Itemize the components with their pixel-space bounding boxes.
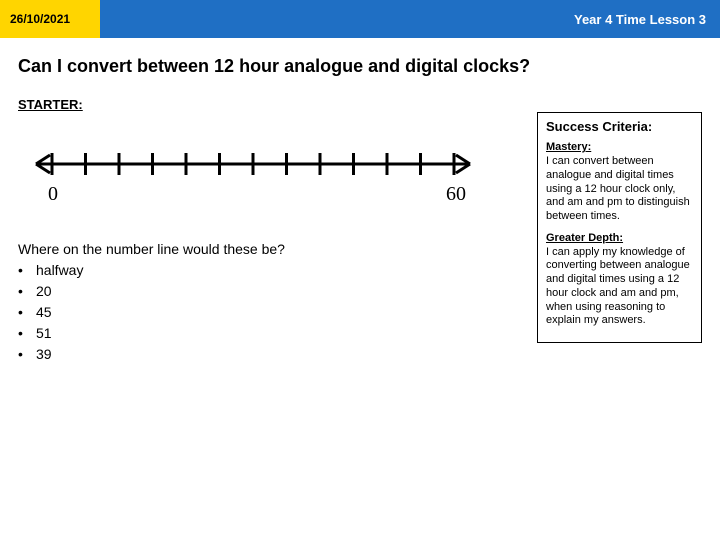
date-box: 26/10/2021 [0,0,100,38]
bullet-dot: • [18,260,36,281]
lesson-text: Year 4 Time Lesson 3 [574,12,706,27]
mastery-text: I can convert between analogue and digit… [546,155,690,222]
date-text: 26/10/2021 [10,12,70,26]
bullet-text: 45 [36,302,52,323]
svg-text:60: 60 [446,183,466,205]
number-line: 0 60 [18,136,488,213]
number-line-svg: 0 60 [18,136,488,208]
bullet-dot: • [18,344,36,365]
mastery-block: Mastery: I can convert between analogue … [546,141,693,224]
criteria-title: Success Criteria: [546,119,693,135]
learning-question: Can I convert between 12 hour analogue a… [0,38,720,77]
bullet-text: halfway [36,260,83,281]
bullet-item: •39 [18,344,702,365]
header-bar: 26/10/2021 Year 4 Time Lesson 3 [0,0,720,38]
lesson-box: Year 4 Time Lesson 3 [100,0,720,38]
bullet-dot: • [18,323,36,344]
bullet-text: 51 [36,323,52,344]
greater-label: Greater Depth: [546,232,623,244]
greater-text: I can apply my knowledge of converting b… [546,246,690,327]
success-criteria-box: Success Criteria: Mastery: I can convert… [537,112,702,343]
mastery-label: Mastery: [546,141,591,153]
svg-text:0: 0 [48,183,58,205]
bullet-text: 20 [36,281,52,302]
starter-label: STARTER: [18,97,702,112]
bullet-dot: • [18,302,36,323]
bullet-dot: • [18,281,36,302]
greater-depth-block: Greater Depth: I can apply my knowledge … [546,232,693,328]
bullet-text: 39 [36,344,52,365]
